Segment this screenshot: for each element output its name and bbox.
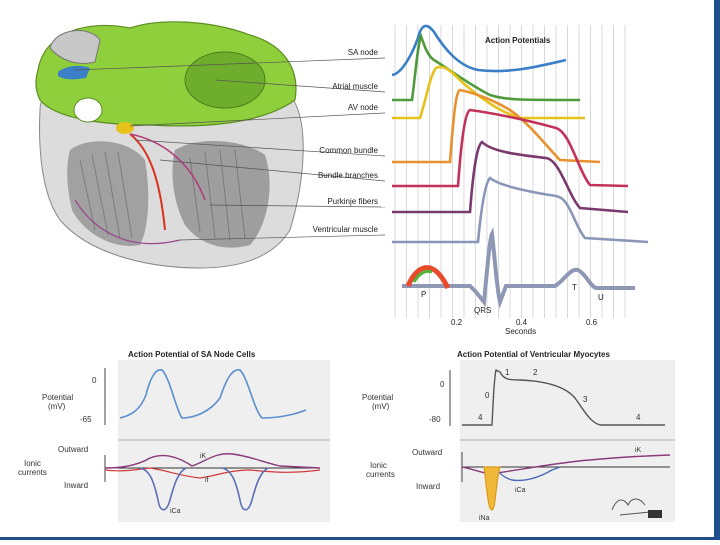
sa-label-if: if — [205, 477, 209, 484]
vent-phase-2: 2 — [533, 368, 538, 377]
sa-ik-curve — [104, 453, 321, 469]
vent-phase-0: 0 — [485, 391, 490, 400]
purkinje-fibers — [74, 199, 181, 245]
leader-line-sa-node — [74, 57, 386, 71]
vent-phase-3: 3 — [583, 395, 588, 404]
slide-border-bottom — [0, 537, 720, 540]
vent-phase-4-left: 4 — [478, 413, 483, 422]
sa-node-marker — [58, 65, 90, 80]
sa-panel-title: Action Potential of SA Node Cells — [128, 350, 256, 359]
vent-action-potential-curve — [462, 368, 665, 426]
heart-label-common-bundle: Common bundle — [319, 146, 378, 155]
action-potentials-panel: Action Potentials P QRS T U 0.2 0.4 0.6 … — [388, 18, 649, 336]
ventricular-panel: Action Potential of Ventricular Myocytes… — [362, 350, 675, 522]
sa-ylabel-line1: Potential — [42, 393, 73, 402]
sa-if-curve — [104, 467, 321, 479]
vent-label-ina: iNa — [479, 515, 490, 522]
sa-action-potential-curve — [119, 369, 307, 419]
heart-labels: SA node Atrial muscle AV node Common bundle… — [74, 48, 386, 241]
ecg-label-t: T — [572, 283, 577, 292]
av-node-marker — [116, 122, 134, 134]
sa-ica-curve — [139, 467, 269, 511]
aorta-top — [49, 30, 101, 64]
publisher-logo — [648, 510, 662, 518]
vent-ylabel-line2: (mV) — [372, 402, 390, 411]
heart-illustration — [35, 21, 304, 269]
vent-ytick-80: -80 — [429, 415, 441, 424]
av-node-trace — [392, 65, 585, 120]
slide-border-right — [714, 0, 720, 540]
sa-node-panel: Action Potential of SA Node Cells Potent… — [18, 350, 330, 522]
heart-label-purkinje-fibers: Purkinje fibers — [327, 197, 378, 206]
vent-ytick-0: 0 — [440, 380, 445, 389]
atrium-opening — [184, 51, 266, 109]
vent-current-ionic-1: Ionic — [370, 461, 387, 470]
heart-label-atrial-muscle: Atrial muscle — [332, 82, 378, 91]
heart-label-bundle-branches: Bundle branches — [318, 171, 378, 180]
vent-current-ionic-2: currents — [366, 470, 395, 479]
sa-label-ica: iCa — [170, 508, 181, 515]
ecg-label-qrs: QRS — [474, 306, 491, 315]
vent-phase-1: 1 — [505, 368, 510, 377]
vent-ik-curve — [461, 454, 671, 475]
sa-current-outward: Outward — [58, 445, 88, 454]
x-tick-0-4: 0.4 — [516, 318, 528, 327]
vent-label-ik: iK — [635, 447, 642, 454]
vent-current-inward: Inward — [416, 482, 440, 491]
sa-node-trace — [391, 24, 567, 77]
muscle-striations — [79, 149, 246, 241]
ecg-baseline — [402, 227, 635, 309]
sa-ylabel-line2: (mV) — [48, 402, 66, 411]
vent-ylabel-line1: Potential — [362, 393, 393, 402]
sa-current-inward: Inward — [64, 481, 88, 490]
leader-line-bundle-branches — [159, 159, 386, 182]
ecg-trace — [402, 227, 635, 309]
heart-label-sa-node: SA node — [348, 48, 379, 57]
artist-signature — [611, 498, 651, 516]
x-tick-0-6: 0.6 — [586, 318, 598, 327]
bundle-branch-right — [129, 133, 206, 201]
leader-line-ventricular-muscle — [179, 234, 386, 241]
ap-panel-title: Action Potentials — [485, 36, 551, 45]
sa-current-ionic-1: Ionic — [24, 459, 41, 468]
left-ventricle-chamber — [67, 141, 149, 246]
common-bundle-trace — [392, 88, 601, 164]
leader-line-av-node — [129, 112, 386, 127]
sa-ytick-65: -65 — [80, 415, 92, 424]
leader-line-atrial-muscle — [214, 79, 386, 93]
ap-gridlines — [394, 25, 626, 318]
ventricular-muscle-trace — [392, 176, 649, 244]
x-tick-0-2: 0.2 — [451, 318, 463, 327]
heart-label-av-node: AV node — [348, 103, 379, 112]
heart-label-ventricular-muscle: Ventricular muscle — [313, 225, 379, 234]
leader-line-common-bundle — [134, 139, 386, 157]
purkinje-fibers-trace — [392, 140, 629, 214]
atrial-muscle-trace — [392, 32, 581, 102]
vent-panel-title: Action Potential of Ventricular Myocytes — [457, 350, 610, 359]
ecg-p-wave — [405, 265, 451, 290]
ecg-label-u: U — [598, 293, 604, 302]
bundle-branches-trace — [392, 108, 629, 188]
bundle-branch-left — [129, 133, 166, 231]
leader-line-purkinje-fibers — [209, 204, 386, 208]
sa-current-ionic-2: currents — [18, 468, 47, 477]
vent-current-outward: Outward — [412, 448, 442, 457]
vent-phase-4-right: 4 — [636, 413, 641, 422]
vent-label-ica: iCa — [515, 487, 526, 494]
vent-ina-curve — [483, 466, 501, 511]
ecg-label-p: P — [421, 290, 426, 299]
x-axis-label: Seconds — [505, 327, 536, 336]
vessel-opening — [73, 97, 103, 123]
ap-traces — [391, 24, 649, 244]
sa-label-ik: iK — [200, 453, 207, 460]
sa-ytick-0: 0 — [92, 376, 97, 385]
ecg-p-wave-highlight — [412, 269, 433, 283]
